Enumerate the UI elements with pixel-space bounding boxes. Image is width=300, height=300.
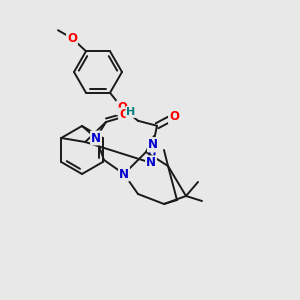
Text: N: N [148, 138, 158, 151]
Text: O: O [169, 110, 179, 123]
Text: N: N [119, 167, 129, 181]
Text: O: O [117, 101, 127, 114]
Text: N: N [146, 156, 156, 169]
Text: O: O [67, 32, 77, 45]
Text: N: N [91, 131, 101, 145]
Text: N: N [148, 138, 158, 151]
Text: O: O [119, 109, 129, 122]
Text: H: H [126, 107, 136, 117]
